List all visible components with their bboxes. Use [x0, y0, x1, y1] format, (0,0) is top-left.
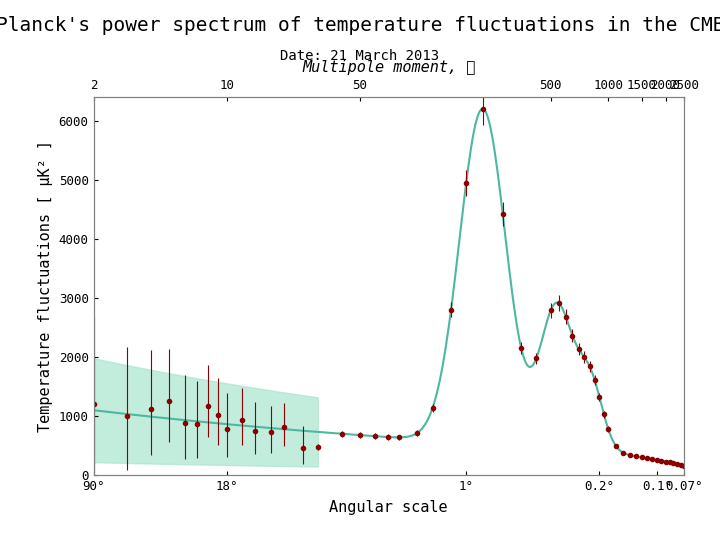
Y-axis label: Temperature fluctuations [ μK² ]: Temperature fluctuations [ μK² ]	[38, 140, 53, 432]
Text: Date: 21 March 2013: Date: 21 March 2013	[280, 49, 440, 63]
X-axis label: Multipole moment, ℓ: Multipole moment, ℓ	[302, 60, 475, 76]
Text: Planck's power spectrum of temperature fluctuations in the CMB: Planck's power spectrum of temperature f…	[0, 16, 720, 35]
X-axis label: Angular scale: Angular scale	[330, 500, 448, 515]
